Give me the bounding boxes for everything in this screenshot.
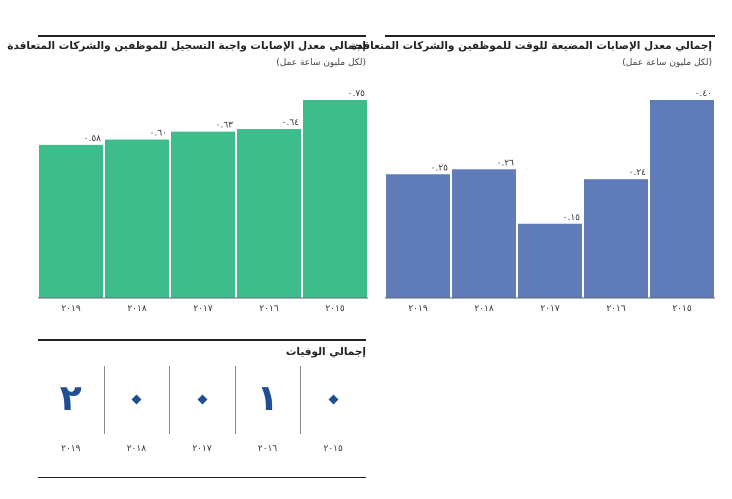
fatalities-column-divider — [300, 366, 302, 434]
lost-time-chart-subtitle: (لكل مليون ساعة عمل) — [622, 58, 712, 68]
fatalities-value: ٢ — [40, 368, 102, 430]
recordable-value-label: ٠.٦٤ — [282, 118, 300, 128]
fatalities-value — [105, 368, 167, 430]
lost-time-chart-title: إجمالي معدل الإصابات المضيعة للوقت للموظ… — [351, 40, 712, 52]
recordable-x-tick-label: ٢٠١٧ — [193, 304, 213, 314]
recordable-injury-chart: ٠.٥٨ ٢٠١٩ ٠.٦٠ ٢٠١٨ ٠.٦٣ ٢٠١٧ ٠.٦٤ ٢٠١٦ ٠.٧٥ ٢٠١٥ — [38, 89, 368, 314]
fatalities-column-divider — [234, 366, 236, 434]
lost-time-bar — [452, 169, 516, 298]
lost-time-value-label: ٠.٢٥ — [431, 163, 449, 173]
recordable-chart-subtitle: (لكل مليون ساعة عمل) — [276, 58, 366, 68]
lost-time-x-tick-label: ٢٠١٩ — [408, 304, 428, 314]
zero-diamond-icon — [197, 394, 207, 404]
recordable-value-label: ٠.٦٣ — [216, 121, 234, 131]
fatalities-year-label: ٢٠١٩ — [61, 444, 81, 454]
recordable-chart-title: إجمالي معدل الإصابات واجبة التسجيل للموظ… — [7, 40, 366, 52]
recordable-bar — [39, 144, 103, 298]
fatalities-year-label: ٢٠١٧ — [192, 444, 212, 454]
fatalities-bottom-rule — [38, 477, 366, 478]
lost-time-value-label: ٠.٢٦ — [497, 158, 515, 168]
lost-time-x-tick-label: ٢٠١٥ — [672, 304, 692, 314]
recordable-bar — [303, 100, 367, 298]
recordable-bar — [171, 131, 235, 298]
recordable-bar — [237, 129, 301, 298]
recordable-x-tick-label: ٢٠١٨ — [127, 304, 147, 314]
lost-time-bar — [386, 174, 450, 298]
lost-time-chart-top-rule — [385, 35, 715, 37]
zero-diamond-icon — [131, 394, 142, 404]
recordable-value-label: ٠.٥٨ — [84, 134, 102, 144]
lost-time-injury-chart: ٠.٢٥ ٢٠١٩ ٠.٢٦ ٢٠١٨ ٠.١٥ ٢٠١٧ ٠.٢٤ ٢٠١٦ ٠.٤٠ ٢٠١٥ — [385, 89, 715, 314]
fatalities-column-divider — [169, 366, 171, 434]
fatalities-year-label: ٢٠١٦ — [257, 444, 278, 454]
fatalities-count: ١ — [256, 378, 279, 419]
recordable-x-tick-label: ٢٠١٦ — [259, 304, 279, 314]
lost-time-value-label: ٠.١٥ — [563, 213, 581, 223]
fatalities-count: ٢ — [59, 378, 82, 419]
lost-time-x-tick-label: ٢٠١٦ — [606, 304, 626, 314]
fatalities-column-divider — [103, 366, 105, 434]
fatalities-value: ١ — [237, 368, 299, 430]
lost-time-bar — [518, 223, 582, 298]
lost-time-value-label: ٠.٤٠ — [695, 89, 712, 99]
lost-time-value-label: ٠.٢٤ — [629, 168, 647, 178]
lost-time-x-tick-label: ٢٠١٨ — [474, 304, 494, 314]
recordable-x-tick-label: ٢٠١٩ — [61, 304, 81, 314]
recordable-chart-top-rule — [38, 35, 366, 37]
fatalities-year-label: ٢٠١٨ — [126, 444, 147, 454]
recordable-value-label: ٠.٦٠ — [150, 129, 167, 139]
fatalities-value — [171, 368, 233, 430]
lost-time-bar — [650, 100, 714, 298]
recordable-x-tick-label: ٢٠١٥ — [325, 304, 345, 314]
recordable-bar — [105, 139, 169, 298]
zero-diamond-icon — [328, 394, 339, 404]
lost-time-bar — [584, 179, 648, 298]
fatalities-value — [302, 368, 364, 430]
fatalities-top-rule — [38, 339, 366, 341]
fatalities-title: إجمالي الوفيات — [285, 346, 366, 358]
lost-time-x-tick-label: ٢٠١٧ — [540, 304, 560, 314]
recordable-value-label: ٠.٧٥ — [348, 89, 366, 99]
fatalities-year-label: ٢٠١٥ — [323, 444, 343, 454]
